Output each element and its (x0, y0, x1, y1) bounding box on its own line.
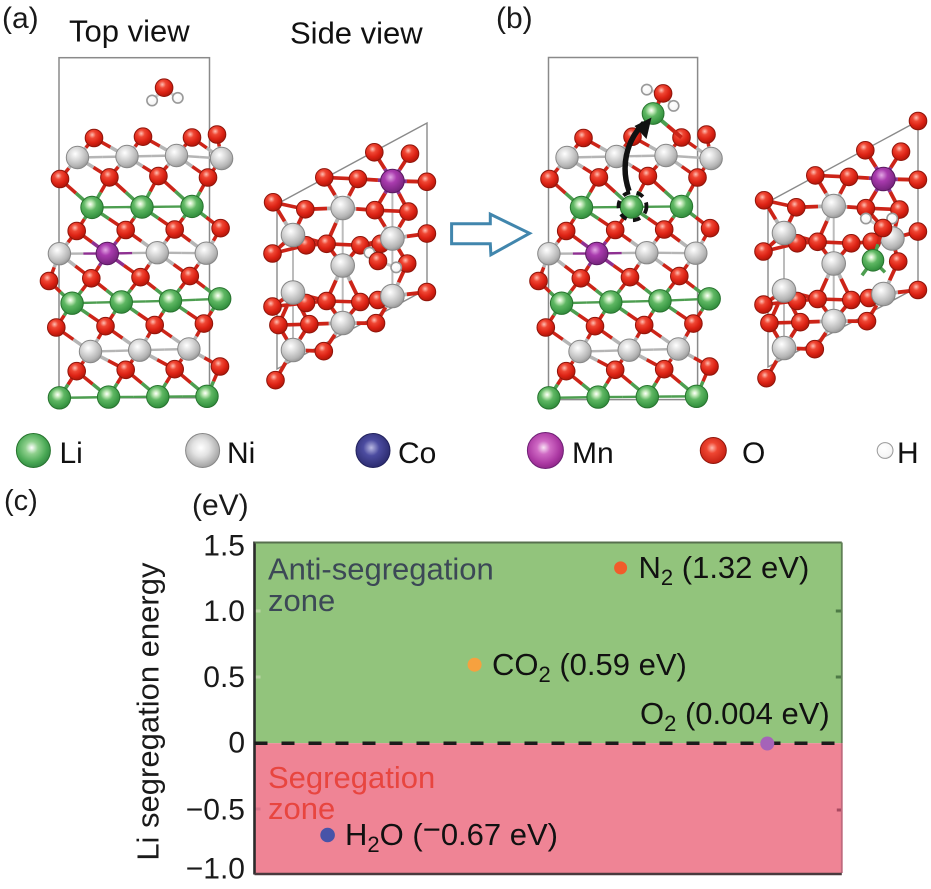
svg-text:−1.0: −1.0 (186, 853, 245, 886)
svg-text:(eV): (eV) (192, 489, 249, 522)
svg-text:(a): (a) (2, 2, 39, 35)
svg-text:Li segregation energy: Li segregation energy (131, 562, 166, 861)
svg-text:N2 (1.32 eV): N2 (1.32 eV) (639, 550, 810, 590)
svg-text:1.0: 1.0 (203, 595, 245, 628)
svg-text:Ni: Ni (227, 437, 255, 470)
svg-text:zone: zone (268, 583, 335, 618)
svg-text:Mn: Mn (572, 437, 614, 470)
svg-text:O: O (742, 437, 765, 470)
svg-text:Li: Li (60, 437, 83, 470)
svg-text:0: 0 (228, 727, 245, 760)
svg-text:Top view: Top view (69, 14, 190, 49)
svg-text:Segregation: Segregation (268, 760, 435, 795)
svg-text:−0.5: −0.5 (186, 794, 245, 827)
svg-text:CO2 (0.59 eV): CO2 (0.59 eV) (492, 647, 687, 687)
svg-text:(c): (c) (4, 485, 38, 517)
svg-text:O2 (0.004 eV): O2 (0.004 eV) (640, 696, 830, 736)
svg-text:Side view: Side view (290, 16, 423, 51)
svg-text:1.5: 1.5 (203, 529, 245, 562)
svg-text:zone: zone (268, 791, 335, 826)
svg-text:0.5: 0.5 (203, 661, 245, 694)
svg-text:H: H (897, 437, 919, 470)
svg-text:Co: Co (398, 437, 436, 470)
svg-text:H2O (−0.67 eV): H2O (−0.67 eV) (345, 812, 558, 857)
svg-text:Anti-segregation: Anti-segregation (268, 551, 494, 586)
svg-text:(b): (b) (496, 2, 533, 35)
